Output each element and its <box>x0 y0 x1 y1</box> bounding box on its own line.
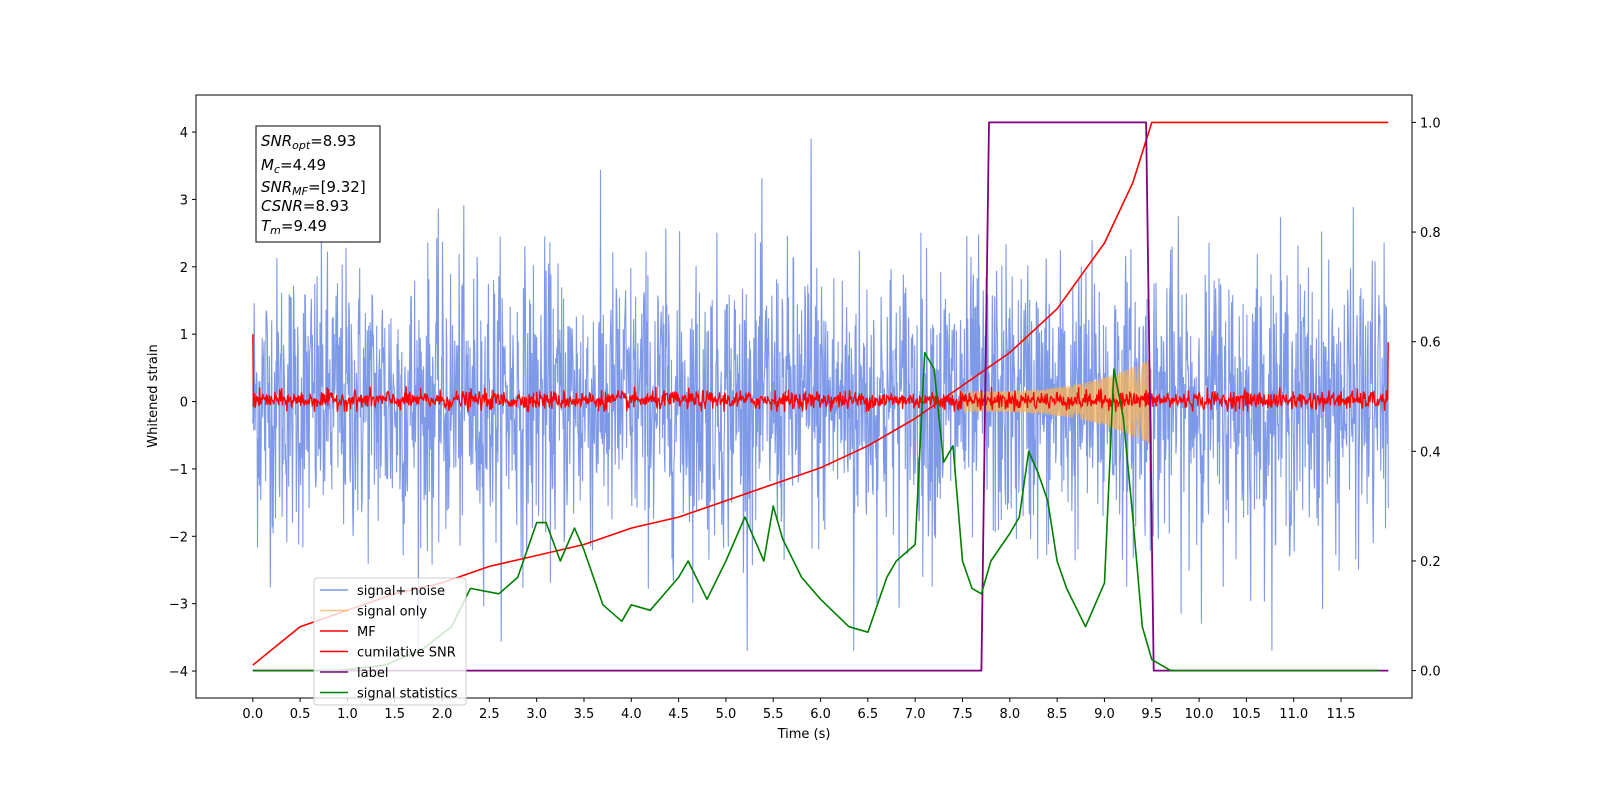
x-tick-label: 7.0 <box>905 707 926 722</box>
y-axis-title: Whitened strain <box>146 344 161 447</box>
x-tick-label: 9.0 <box>1094 707 1115 722</box>
y2-tick-label: 0.4 <box>1420 445 1441 460</box>
y-axis-left: 4 3 2 1 0 −1 −2 −3 −4 <box>169 126 196 680</box>
x-tick-label: 4.0 <box>621 707 642 722</box>
y2-tick-label: 0.8 <box>1420 226 1441 241</box>
x-tick-label: 8.0 <box>999 707 1020 722</box>
y-tick-label: −2 <box>169 530 188 545</box>
x-axis-title: Time (s) <box>777 727 831 742</box>
x-axis: 0.0 0.5 1.0 1.5 2.0 2.5 3.0 3.5 4.0 4.5 5.0 5.5 6.0 6… <box>242 698 1356 722</box>
series-signal-noise <box>252 138 1389 651</box>
info-box-frame <box>255 125 381 243</box>
x-tick-label: 4.5 <box>668 707 689 722</box>
info-box: SNRopt=8.93 Mc=4.49 SNRMF=[9.32] CSNR=8.… <box>255 125 381 243</box>
legend-frame <box>313 577 467 706</box>
legend-label: label <box>357 666 388 681</box>
x-tick-label: 3.0 <box>526 707 547 722</box>
x-tick-label: 3.5 <box>574 707 595 722</box>
y-tick-label: 2 <box>180 261 188 276</box>
y-tick-label: −3 <box>169 598 188 613</box>
x-tick-label: 0.5 <box>290 707 311 722</box>
x-tick-label: 5.5 <box>763 707 784 722</box>
info-snr-opt: SNRopt=8.93 <box>261 132 356 152</box>
legend-label: cumilative SNR <box>357 646 456 661</box>
legend-label: signal statistics <box>357 687 458 702</box>
x-tick-label: 11.5 <box>1327 707 1356 722</box>
legend-label: MF <box>357 625 376 640</box>
y2-tick-label: 0.0 <box>1420 665 1441 680</box>
legend: signal+ noise signal only MF cumilative SNR… <box>313 577 467 706</box>
legend-label: signal only <box>357 605 427 620</box>
y-tick-label: 4 <box>180 126 188 141</box>
y-tick-label: −4 <box>169 665 188 680</box>
x-tick-label: 11.0 <box>1279 707 1308 722</box>
y-tick-label: 3 <box>180 193 188 208</box>
x-tick-label: 10.5 <box>1232 707 1261 722</box>
info-tm: Tm=9.49 <box>261 217 327 237</box>
x-tick-label: 9.5 <box>1141 707 1162 722</box>
series-signal-statistics <box>252 351 1379 672</box>
y2-tick-label: 0.2 <box>1420 555 1441 570</box>
x-tick-label: 8.5 <box>1047 707 1068 722</box>
info-mc: Mc=4.49 <box>261 156 326 176</box>
info-snr-mf: SNRMF=[9.32] <box>261 178 366 198</box>
y-axis-right: 1.0 0.8 0.6 0.4 0.2 0.0 <box>1412 116 1441 680</box>
info-csnr: CSNR=8.93 <box>261 197 349 215</box>
x-tick-label: 6.5 <box>858 707 879 722</box>
x-tick-label: 2.5 <box>479 707 500 722</box>
series-mf <box>252 334 1389 412</box>
x-tick-label: 5.0 <box>716 707 737 722</box>
y-tick-label: 1 <box>180 328 188 343</box>
x-tick-label: 0.0 <box>242 707 263 722</box>
legend-label: signal+ noise <box>357 584 445 599</box>
x-tick-label: 6.0 <box>810 707 831 722</box>
x-tick-label: 7.5 <box>952 707 973 722</box>
x-tick-label: 1.0 <box>337 707 358 722</box>
y2-tick-label: 1.0 <box>1420 116 1441 131</box>
x-tick-label: 10.0 <box>1185 707 1214 722</box>
y2-tick-label: 0.6 <box>1420 336 1441 351</box>
axes-frame <box>195 94 1413 699</box>
y-tick-label: 0 <box>180 396 188 411</box>
x-tick-label: 1.5 <box>384 707 405 722</box>
y-tick-label: −1 <box>169 463 188 478</box>
x-tick-label: 2.0 <box>432 707 453 722</box>
